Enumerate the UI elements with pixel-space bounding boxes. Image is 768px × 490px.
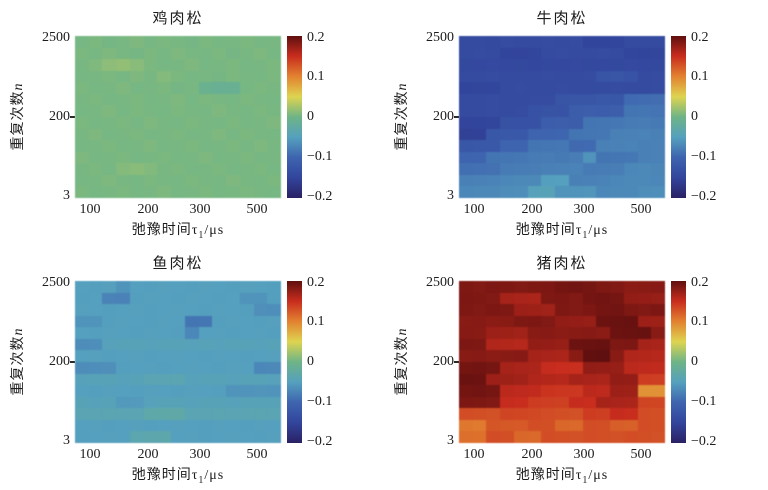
x-axis-label-unit: /μs [588,468,609,483]
x-axis-label-subscript: 1 [582,474,589,486]
panel-chicken-floss: 鸡肉松 重复次数n 2500 200 3 0.2 0.1 0 −0.1 −0.2… [0,0,384,245]
y-tick-label: 3 [447,433,454,448]
x-axis-label-subscript: 1 [198,474,205,486]
colorbar-tick-label: 0.1 [307,69,325,84]
x-tick-label: 100 [79,202,101,217]
colorbar-tick-label: 0.2 [307,30,325,45]
colorbar [287,281,302,443]
y-axis-label-variable: n [11,83,26,91]
colorbar-tick-label: −0.1 [307,149,333,164]
y-tick-mark [70,361,75,363]
x-tick-label: 500 [246,447,268,462]
panel-title: 牛肉松 [536,11,588,27]
x-axis-label: 弛豫时间τ1/μs [459,219,665,241]
colorbar-tick-label: 0.1 [307,314,325,329]
y-axis-label-variable: n [395,83,410,91]
colorbar-tick-label: −0.2 [307,434,333,449]
y-tick-label: 200 [433,109,454,124]
x-tick-label: 200 [521,202,543,217]
x-tick-label: 100 [463,202,485,217]
colorbar-tick-label: 0.1 [691,69,709,84]
x-tick-label: 300 [189,202,211,217]
y-tick-label: 2500 [42,275,70,290]
y-tick-mark [454,116,459,118]
colorbar-tick-label: 0.2 [307,275,325,290]
colorbar-tick-label: −0.1 [307,394,333,409]
y-tick-mark [454,361,459,363]
x-axis-label-text: 弛豫时间τ [515,468,583,483]
x-axis-label-unit: /μs [204,468,225,483]
colorbar-tick-label: −0.2 [307,189,333,204]
x-tick-label: 100 [79,447,101,462]
x-axis-label-text: 弛豫时间τ [131,468,199,483]
x-tick-label: 200 [137,202,159,217]
panel-title: 鸡肉松 [152,11,204,27]
heatmap-canvas [75,281,281,443]
x-axis-label-text: 弛豫时间τ [515,223,583,238]
y-tick-label: 3 [63,188,70,203]
x-axis-label: 弛豫时间τ1/μs [459,464,665,486]
colorbar-tick-label: −0.2 [691,434,717,449]
heatmap-canvas [459,36,665,198]
colorbar [671,281,686,443]
colorbar-tick-label: 0 [307,354,314,369]
y-tick-label: 200 [49,109,70,124]
x-axis-label-unit: /μs [588,223,609,238]
panel-title: 鱼肉松 [152,256,204,272]
x-tick-label: 300 [573,447,595,462]
x-axis-label-subscript: 1 [582,229,589,241]
colorbar-tick-label: −0.1 [691,149,717,164]
y-tick-label: 3 [447,188,454,203]
y-tick-label: 2500 [426,275,454,290]
x-axis-label-text: 弛豫时间τ [131,223,199,238]
colorbar-tick-label: 0.2 [691,275,709,290]
y-tick-label: 200 [49,354,70,369]
panel-title: 猪肉松 [536,256,588,272]
colorbar-tick-label: −0.2 [691,189,717,204]
x-tick-label: 200 [521,447,543,462]
x-axis-label-unit: /μs [204,223,225,238]
y-tick-label: 2500 [426,30,454,45]
colorbar [287,36,302,198]
colorbar-tick-label: 0.1 [691,314,709,329]
y-axis-label-variable: n [11,328,26,336]
panel-pork-floss: 猪肉松 重复次数n 2500 200 3 0.2 0.1 0 −0.1 −0.2… [384,245,768,490]
x-tick-label: 500 [246,202,268,217]
y-tick-label: 2500 [42,30,70,45]
x-tick-label: 300 [189,447,211,462]
colorbar-tick-label: 0 [307,109,314,124]
y-tick-label: 3 [63,433,70,448]
colorbar-tick-label: 0.2 [691,30,709,45]
heatmap-canvas [459,281,665,443]
x-axis-label: 弛豫时间τ1/μs [75,219,281,241]
colorbar-tick-label: 0 [691,354,698,369]
x-tick-label: 100 [463,447,485,462]
x-tick-label: 200 [137,447,159,462]
colorbar [671,36,686,198]
y-tick-label: 200 [433,354,454,369]
x-axis-label-subscript: 1 [198,229,205,241]
y-tick-mark [70,116,75,118]
panel-fish-floss: 鱼肉松 重复次数n 2500 200 3 0.2 0.1 0 −0.1 −0.2… [0,245,384,490]
panel-beef-floss: 牛肉松 重复次数n 2500 200 3 0.2 0.1 0 −0.1 −0.2… [384,0,768,245]
x-tick-label: 500 [630,202,652,217]
colorbar-tick-label: −0.1 [691,394,717,409]
heatmap-canvas [75,36,281,198]
x-axis-label: 弛豫时间τ1/μs [75,464,281,486]
x-tick-label: 300 [573,202,595,217]
colorbar-tick-label: 0 [691,109,698,124]
y-axis-label-variable: n [395,328,410,336]
x-tick-label: 500 [630,447,652,462]
